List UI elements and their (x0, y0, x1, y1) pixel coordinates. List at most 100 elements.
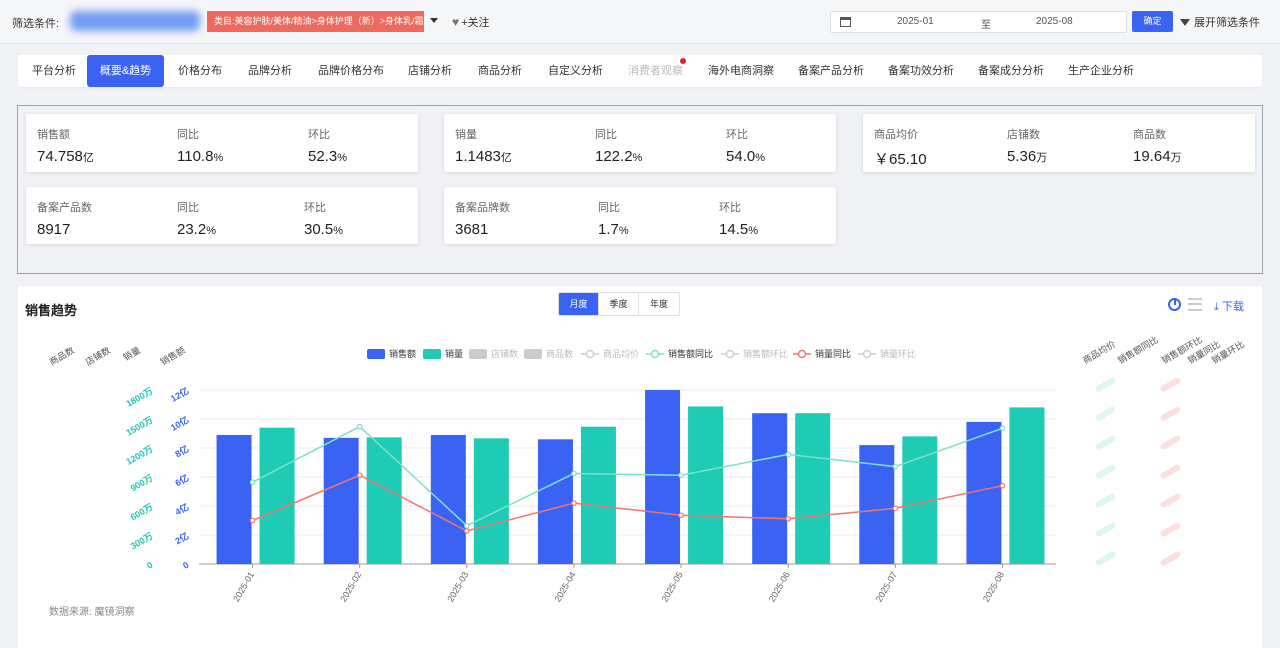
volume-card: 销量 1.1483亿 同比 122.2% 环比 54.0% (444, 114, 836, 172)
category-tag[interactable]: 类目:美容护肤/美体/精油>身体护理（新）>身体乳/霜 (207, 11, 424, 32)
x-tick-label: 2025-03 (445, 570, 470, 604)
download-button[interactable]: ⤓ 下载 (1214, 298, 1244, 314)
volume-axis-tick: 1200万 (124, 444, 154, 467)
metric-brands-yoy: 同比 1.7% (598, 199, 629, 238)
tab-manufacturer[interactable]: 生产企业分析 (1068, 65, 1134, 77)
metric-unit: % (337, 152, 347, 164)
sales-yoy-point (892, 463, 899, 470)
period-quarterly[interactable]: 季度 (599, 293, 639, 315)
period-monthly[interactable]: 月度 (559, 293, 599, 315)
legend-label: 销量同比 (815, 348, 851, 359)
legend-swatch-dot (585, 349, 595, 359)
metric-value: 23.2 (177, 221, 207, 238)
tab-overseas[interactable]: 海外电商洞察 (708, 65, 774, 77)
volume-axis-tick: 900万 (129, 473, 155, 494)
date-start[interactable]: 2025-01 (897, 16, 934, 27)
legend-label: 店铺数 (491, 348, 518, 359)
metric-value: 19.64 (1133, 148, 1171, 165)
follow-label: +关注 (461, 17, 490, 29)
legend-swatch-dot (725, 349, 735, 359)
tab-store[interactable]: 店铺分析 (408, 65, 452, 77)
metrics-panel: 销售额 74.758亿 同比 110.8% 环比 52.3% 销量 1.1483亿 同比… (17, 105, 1263, 274)
right-axis-name: 销售额同比 (1116, 334, 1160, 366)
volume-yoy-point (785, 515, 791, 522)
metric-value: 110.8 (177, 148, 214, 165)
notification-dot (680, 58, 686, 64)
tab-filing-ingredient[interactable]: 备案成分分析 (978, 65, 1044, 77)
metric-value: 122.2 (595, 148, 633, 165)
filter-label: 筛选条件: (12, 18, 60, 30)
blurred-selection[interactable] (70, 11, 200, 31)
metric-label: 备案产品数 (37, 202, 92, 214)
metric-value: 14.5 (719, 221, 749, 238)
category-dropdown-icon[interactable] (430, 18, 438, 23)
legend-swatch (469, 349, 487, 359)
tab-price-distribution[interactable]: 价格分布 (178, 65, 222, 77)
heart-icon: ♥ (452, 15, 460, 29)
metric-unit: % (748, 225, 758, 237)
faded-tick (1095, 435, 1116, 450)
date-range-picker[interactable]: 2025-01 至 2025-08 (830, 11, 1127, 33)
sales-axis-tick: 6亿 (173, 472, 191, 489)
metric-brands-mom: 环比 14.5% (719, 199, 758, 238)
sales-axis-tick: 4亿 (173, 501, 191, 518)
metric-product-count: 商品数 19.64万 (1133, 126, 1182, 165)
sales-axis-tick: 0 (181, 560, 190, 571)
tab-brand-price[interactable]: 品牌价格分布 (318, 65, 384, 77)
x-tick-label: 2025-06 (767, 570, 792, 604)
sales-yoy-point (571, 470, 577, 477)
bar-sales (216, 434, 252, 564)
bar-volume (795, 413, 831, 564)
legend-swatch (367, 349, 385, 359)
metric-unit: 亿 (82, 152, 94, 164)
volume-yoy-line (252, 474, 1003, 532)
period-yearly[interactable]: 年度 (649, 299, 668, 309)
confirm-button[interactable]: 确定 (1132, 11, 1173, 32)
filter-icon (1180, 18, 1190, 26)
left-axis-name: 销量 (121, 344, 142, 363)
tab-overview-trend[interactable]: 概要&趋势 (87, 55, 164, 87)
right-axis-name: 商品均价 (1081, 338, 1118, 366)
metric-label: 店铺数 (1007, 129, 1040, 141)
metric-sales: 销售额 74.758亿 (37, 126, 94, 165)
tab-product[interactable]: 商品分析 (478, 65, 522, 77)
volume-axis-tick: 600万 (129, 502, 155, 523)
download-icon: ⤓ (1214, 301, 1222, 313)
faded-tick (1160, 551, 1181, 566)
metric-unit: % (333, 225, 343, 237)
tab-custom[interactable]: 自定义分析 (548, 65, 603, 77)
faded-tick (1160, 377, 1181, 392)
x-tick-label: 2025-02 (338, 570, 363, 604)
metric-unit: 亿 (500, 152, 512, 164)
metric-unit: % (206, 225, 216, 237)
tab-filing-efficacy[interactable]: 备案功效分析 (888, 65, 954, 77)
legend-label: 商品均价 (603, 348, 639, 359)
bar-volume (473, 438, 509, 564)
analysis-tabs: 平台分析 概要&趋势 价格分布 品牌分析 品牌价格分布 店铺分析 商品分析 自定… (18, 55, 1262, 87)
tab-platform[interactable]: 平台分析 (32, 65, 76, 77)
x-tick-label: 2025-08 (981, 570, 1006, 604)
volume-axis-tick: 1500万 (124, 415, 154, 438)
volume-yoy-point (892, 505, 899, 512)
metric-value: 8917 (37, 221, 71, 238)
data-source: 数据来源: 魔镜洞察 (49, 607, 135, 618)
expand-filters-button[interactable]: 展开筛选条件 (1180, 14, 1260, 30)
sales-card: 销售额 74.758亿 同比 110.8% 环比 52.3% (26, 114, 418, 172)
faded-tick (1160, 464, 1181, 479)
metric-value: 52.3 (308, 148, 338, 165)
tab-brand[interactable]: 品牌分析 (248, 65, 292, 77)
tab-consumer[interactable]: 消费者观察 (628, 65, 683, 77)
bar-sales (966, 421, 1002, 564)
download-label: 下载 (1221, 301, 1244, 313)
date-end[interactable]: 2025-08 (1036, 16, 1073, 27)
tab-filing-product[interactable]: 备案产品分析 (798, 65, 864, 77)
bar-volume (366, 437, 402, 564)
bar-sales (323, 437, 359, 564)
metric-filings: 备案产品数 8917 (37, 199, 92, 238)
x-tick-label: 2025-01 (231, 570, 256, 604)
chart-view-icon[interactable] (1168, 298, 1181, 311)
metric-label: 同比 (598, 202, 620, 214)
follow-button[interactable]: ♥ +关注 (452, 14, 490, 30)
metric-unit: % (632, 152, 643, 164)
table-view-icon[interactable] (1188, 298, 1202, 311)
